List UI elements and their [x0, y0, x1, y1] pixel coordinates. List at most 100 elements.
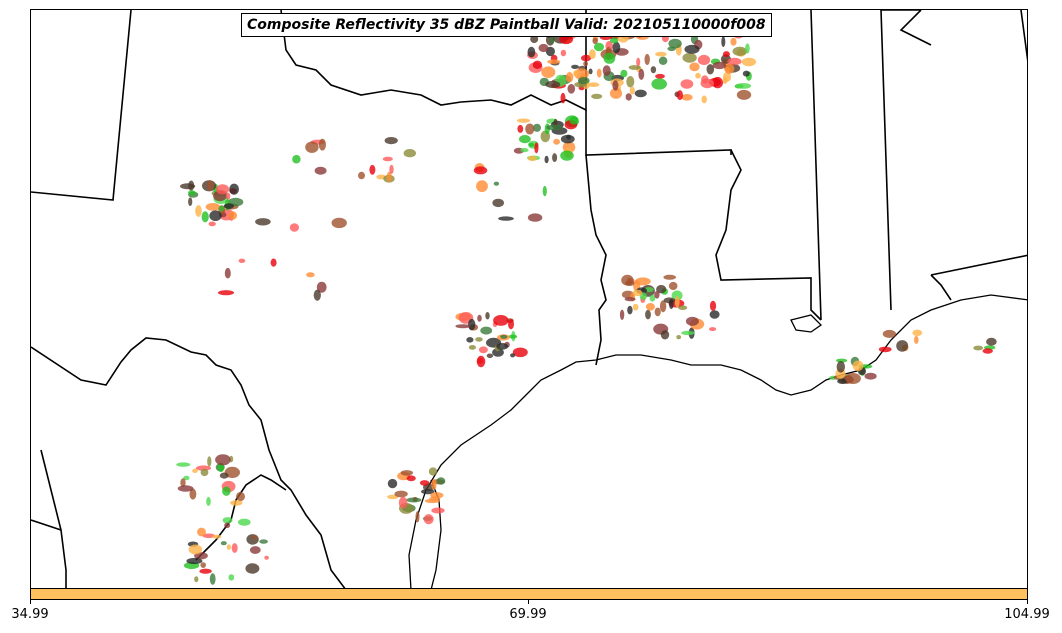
storm-cell	[200, 468, 209, 477]
storm-cell	[541, 66, 556, 78]
storm-cell	[571, 64, 579, 69]
storm-cell	[836, 361, 845, 373]
storm-cell	[498, 216, 514, 221]
storm-cell	[270, 258, 277, 267]
storm-cell	[620, 69, 628, 78]
storm-cell	[612, 80, 619, 91]
storm-cell	[186, 557, 203, 565]
storm-cell	[289, 223, 299, 232]
storm-cell	[500, 334, 508, 339]
storm-cell	[188, 197, 193, 206]
storm-cell	[573, 70, 579, 77]
storm-cell	[525, 123, 535, 135]
storm-cell	[689, 62, 700, 72]
storm-cell	[480, 326, 493, 335]
storm-cell	[681, 94, 693, 101]
storm-cell	[403, 149, 416, 158]
storm-cell	[709, 327, 717, 332]
storm-cell	[206, 496, 211, 506]
storm-cell	[538, 43, 549, 53]
storm-cell	[591, 93, 603, 99]
storm-cell	[697, 54, 711, 66]
storm-cell	[656, 285, 667, 294]
storm-cell	[742, 70, 750, 77]
storm-cell	[533, 123, 541, 132]
storm-cell	[745, 43, 750, 54]
storm-cell	[706, 64, 715, 75]
storm-cell	[560, 134, 575, 144]
storm-cell	[684, 44, 700, 54]
storm-cell	[603, 52, 616, 64]
storm-cell	[394, 490, 408, 498]
storm-cell	[478, 346, 488, 354]
storm-cell	[709, 300, 717, 311]
storm-cell	[476, 355, 486, 368]
storm-cell	[492, 348, 504, 357]
storm-cell	[626, 76, 635, 88]
storm-cell	[468, 318, 476, 331]
storm-cell	[194, 576, 199, 583]
storm-cell	[358, 171, 365, 180]
storm-cell	[914, 335, 919, 344]
storm-cell	[578, 77, 590, 85]
storm-cell	[496, 343, 509, 350]
storm-cell	[455, 324, 471, 329]
colorbar-tick-mark	[528, 600, 529, 604]
storm-cell	[228, 574, 235, 581]
storm-cell	[609, 87, 623, 99]
colorbar-tick-mark	[30, 600, 31, 604]
storm-cell	[986, 337, 997, 346]
storm-cell	[912, 329, 923, 336]
storm-cell	[645, 303, 655, 311]
storm-cell	[730, 37, 737, 46]
storm-cell	[836, 358, 848, 363]
storm-cell	[218, 290, 234, 296]
storm-cell	[188, 544, 203, 555]
storm-cell	[668, 38, 682, 49]
storm-cell	[436, 477, 446, 485]
storm-cell	[559, 34, 574, 45]
storm-cell	[224, 522, 231, 529]
storm-cell	[230, 500, 243, 506]
storm-cell	[681, 330, 695, 336]
storm-cell	[219, 472, 229, 479]
storm-cell	[695, 72, 701, 79]
storm-cell	[632, 289, 643, 297]
storm-cell	[485, 312, 490, 320]
storm-cell	[654, 307, 661, 317]
map-title: Composite Reflectivity 35 dBZ Paintball …	[241, 13, 772, 37]
storm-cell	[314, 166, 327, 175]
storm-cell	[546, 124, 562, 131]
storm-cell	[466, 337, 474, 343]
storm-cell	[183, 475, 190, 481]
storm-cell	[542, 185, 547, 197]
storm-cell	[229, 183, 240, 195]
storm-cell	[722, 72, 732, 82]
storm-cell	[398, 496, 408, 509]
storm-cell	[658, 56, 668, 65]
storm-cell	[674, 296, 680, 308]
storm-cell	[973, 345, 984, 351]
storm-cell	[682, 52, 697, 63]
storm-cell	[685, 316, 699, 326]
storm-cell	[508, 334, 518, 339]
storm-cell	[678, 305, 688, 311]
storm-cell	[231, 543, 238, 553]
storm-cell	[236, 491, 245, 502]
storm-cell	[596, 68, 602, 78]
storm-cell	[202, 533, 216, 539]
storm-cell	[223, 203, 234, 209]
storm-cell	[581, 54, 592, 62]
storm-cell	[188, 180, 195, 191]
storm-cell	[669, 298, 674, 310]
storm-cell	[655, 51, 667, 57]
storm-cell	[659, 300, 667, 313]
storm-cell	[400, 470, 413, 476]
storm-cell	[428, 467, 438, 476]
storm-cell	[845, 373, 861, 384]
storm-cell	[593, 42, 605, 52]
storm-cell	[476, 180, 488, 193]
storm-cell	[625, 93, 632, 101]
storm-cell	[249, 546, 261, 554]
storm-cell	[176, 462, 191, 467]
